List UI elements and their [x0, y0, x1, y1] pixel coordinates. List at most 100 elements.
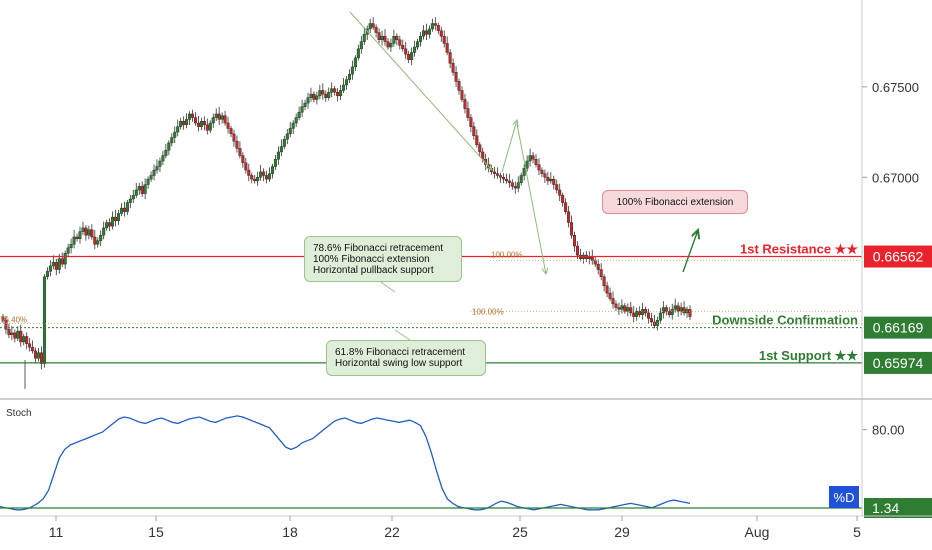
candle	[244, 157, 248, 174]
candle-body	[247, 169, 251, 176]
candle-body	[232, 133, 236, 142]
candle	[318, 84, 322, 100]
candle-body	[191, 113, 195, 118]
candle	[214, 108, 218, 122]
candle-body	[152, 169, 156, 176]
candle-body	[48, 265, 52, 272]
candle	[51, 255, 55, 270]
candle	[179, 117, 183, 130]
candle	[69, 238, 73, 254]
candle	[605, 281, 609, 298]
candle-body	[265, 175, 269, 180]
candle	[223, 110, 227, 126]
candle	[232, 129, 236, 147]
candle-body	[362, 34, 366, 42]
candle	[362, 27, 366, 46]
candle	[368, 18, 372, 34]
candle-body	[564, 202, 568, 212]
candle-body	[454, 72, 458, 82]
candle	[410, 47, 414, 66]
candle-body	[116, 213, 120, 221]
price-tick-label: 0.67000	[872, 170, 919, 185]
candle-body	[28, 343, 32, 348]
candle-body	[146, 178, 150, 185]
candle-body	[90, 229, 94, 238]
candle-body	[650, 318, 654, 323]
time-tick-label: 11	[49, 524, 64, 540]
candle	[60, 252, 64, 267]
candle-body	[235, 140, 239, 149]
candle	[347, 69, 351, 84]
candle	[359, 36, 363, 54]
candle-body	[596, 263, 600, 270]
candle	[419, 32, 423, 47]
candle	[632, 305, 636, 323]
time-tick-label: 25	[512, 524, 528, 540]
stoch-d-line	[0, 415, 691, 511]
candle-body	[519, 175, 523, 183]
candle-body	[504, 178, 508, 182]
candle-body	[223, 115, 227, 124]
candle	[602, 274, 606, 292]
candle	[475, 129, 479, 148]
candle-body	[291, 122, 295, 129]
candle	[66, 243, 70, 257]
candle-body	[96, 240, 100, 245]
candle-body	[430, 23, 434, 30]
candle-body	[270, 166, 274, 174]
candle	[155, 159, 159, 174]
candle	[306, 92, 310, 109]
candle-body	[119, 207, 123, 214]
candle	[229, 125, 233, 138]
candle-body	[540, 169, 544, 174]
candle	[158, 157, 162, 173]
candle-body	[555, 184, 559, 191]
candle	[45, 267, 49, 280]
time-tick-label: 15	[148, 524, 164, 540]
candle-body	[111, 216, 115, 227]
candle	[356, 44, 360, 61]
candle-body	[54, 262, 58, 270]
candle	[424, 23, 428, 40]
candle-body	[143, 184, 147, 194]
candle-body	[238, 148, 242, 156]
candle-body	[398, 39, 402, 46]
candle-body	[140, 186, 144, 194]
candle	[208, 120, 212, 133]
candle-body	[679, 307, 683, 312]
candle	[614, 300, 618, 311]
candle-body	[611, 298, 615, 305]
candle-body	[623, 305, 627, 312]
candle-body	[380, 35, 384, 41]
candle-body	[347, 73, 351, 80]
candle	[522, 164, 526, 181]
candle	[176, 119, 180, 137]
candle-body	[45, 271, 49, 277]
candle-body	[19, 330, 23, 343]
candle-body	[173, 131, 177, 138]
candle	[22, 333, 26, 346]
level-price-label: 0.65974	[873, 355, 924, 371]
candle	[7, 323, 11, 339]
candle-body	[300, 106, 304, 113]
candle-body	[339, 90, 343, 97]
candle	[676, 302, 680, 317]
candle	[247, 163, 251, 182]
candle-body	[478, 144, 482, 153]
candle	[635, 307, 639, 321]
candle-body	[463, 99, 467, 109]
candle	[262, 168, 266, 182]
candle-body	[439, 30, 443, 37]
fib-level-label: 100.00%	[491, 251, 523, 260]
candle-body	[466, 108, 470, 118]
annotation-pointer	[377, 279, 396, 293]
candle-body	[244, 162, 248, 171]
candle	[99, 230, 103, 247]
candle-body	[16, 330, 20, 339]
candle	[102, 221, 106, 240]
candle	[673, 298, 677, 313]
candle	[25, 332, 29, 350]
candle	[685, 306, 689, 318]
candle	[670, 303, 674, 320]
candle	[549, 172, 553, 184]
